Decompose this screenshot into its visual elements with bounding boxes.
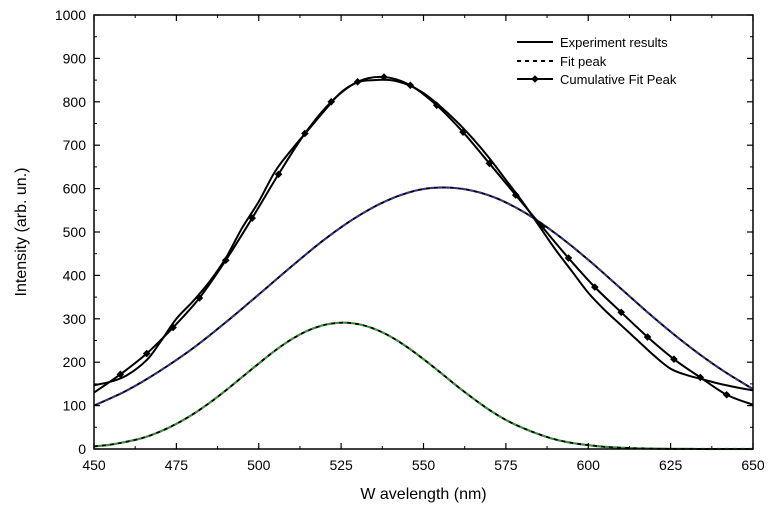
cumulative-fit-marker	[169, 323, 177, 332]
cumulative-fit-marker	[406, 81, 415, 90]
cumulative-fit-marker	[643, 333, 652, 341]
x-tick-label: 475	[165, 457, 189, 473]
cumulative-fit-marker	[274, 170, 283, 179]
legend-marker-cumulative	[531, 75, 539, 83]
cumulative-fit-marker	[722, 390, 731, 399]
x-tick-label: 500	[247, 457, 271, 473]
y-tick-label: 200	[63, 354, 87, 370]
cumulative-fit-line	[93, 75, 754, 406]
x-tick-label: 625	[659, 457, 683, 473]
series-1	[93, 186, 754, 407]
y-tick-label: 500	[63, 224, 87, 240]
y-tick-label: 0	[78, 441, 86, 457]
cumulative-fit-marker	[485, 159, 494, 168]
cumulative-fit-marker	[116, 370, 125, 379]
x-axis-title: W avelength (nm)	[360, 486, 486, 503]
fit-peak-accent-line	[93, 186, 754, 407]
fit-peak-line	[93, 186, 754, 407]
y-axis-title: Intensity (arb. un.)	[13, 168, 30, 297]
cumulative-fit-marker	[511, 191, 520, 199]
cumulative-fit-marker	[670, 355, 678, 363]
cumulative-fit-marker	[538, 222, 546, 231]
cumulative-fit-marker	[591, 283, 599, 291]
x-tick-label: 575	[494, 457, 518, 473]
y-tick-label: 100	[63, 398, 87, 414]
x-tick-label: 550	[412, 457, 436, 473]
y-tick-label: 800	[63, 94, 87, 110]
legend-label-experiment: Experiment results	[560, 35, 668, 50]
cumulative-fit-marker	[432, 101, 441, 110]
cumulative-fit-marker	[248, 214, 256, 222]
cumulative-fit-marker	[222, 256, 230, 265]
cumulative-fit-marker	[142, 349, 151, 358]
cumulative-fit-marker	[327, 98, 336, 106]
x-tick-label: 450	[82, 457, 106, 473]
cumulative-fit-marker	[459, 128, 467, 136]
x-tick-label: 525	[329, 457, 353, 473]
y-tick-label: 600	[63, 181, 87, 197]
axis-layer: 450 475 500 525 550 575 600 625 650 0 100 200 300 400…	[55, 7, 765, 473]
cumulative-fit-marker	[353, 78, 362, 86]
cumulative-fit-marker	[301, 129, 309, 138]
cumulative-fit-marker	[696, 373, 705, 382]
y-tick-label: 1000	[55, 7, 86, 23]
cumulative-fit-marker	[195, 294, 204, 302]
fit-peak-accent-line	[93, 321, 753, 451]
y-tick-label: 300	[63, 311, 87, 327]
x-tick-label: 600	[577, 457, 601, 473]
legend-label-fit-peak: Fit peak	[560, 54, 607, 69]
series-3	[93, 73, 754, 406]
cumulative-fit-marker	[617, 308, 625, 317]
y-tick-label: 400	[63, 267, 87, 283]
x-tick-label: 650	[741, 457, 765, 473]
y-tick-label: 900	[63, 50, 87, 66]
y-tick-label: 700	[63, 137, 87, 153]
cumulative-fit-marker	[380, 73, 388, 81]
legend-label-cumulative: Cumulative Fit Peak	[560, 72, 677, 87]
legend: Experiment results Fit peak Cumulative F…	[517, 35, 677, 87]
cumulative-fit-marker	[564, 254, 573, 262]
